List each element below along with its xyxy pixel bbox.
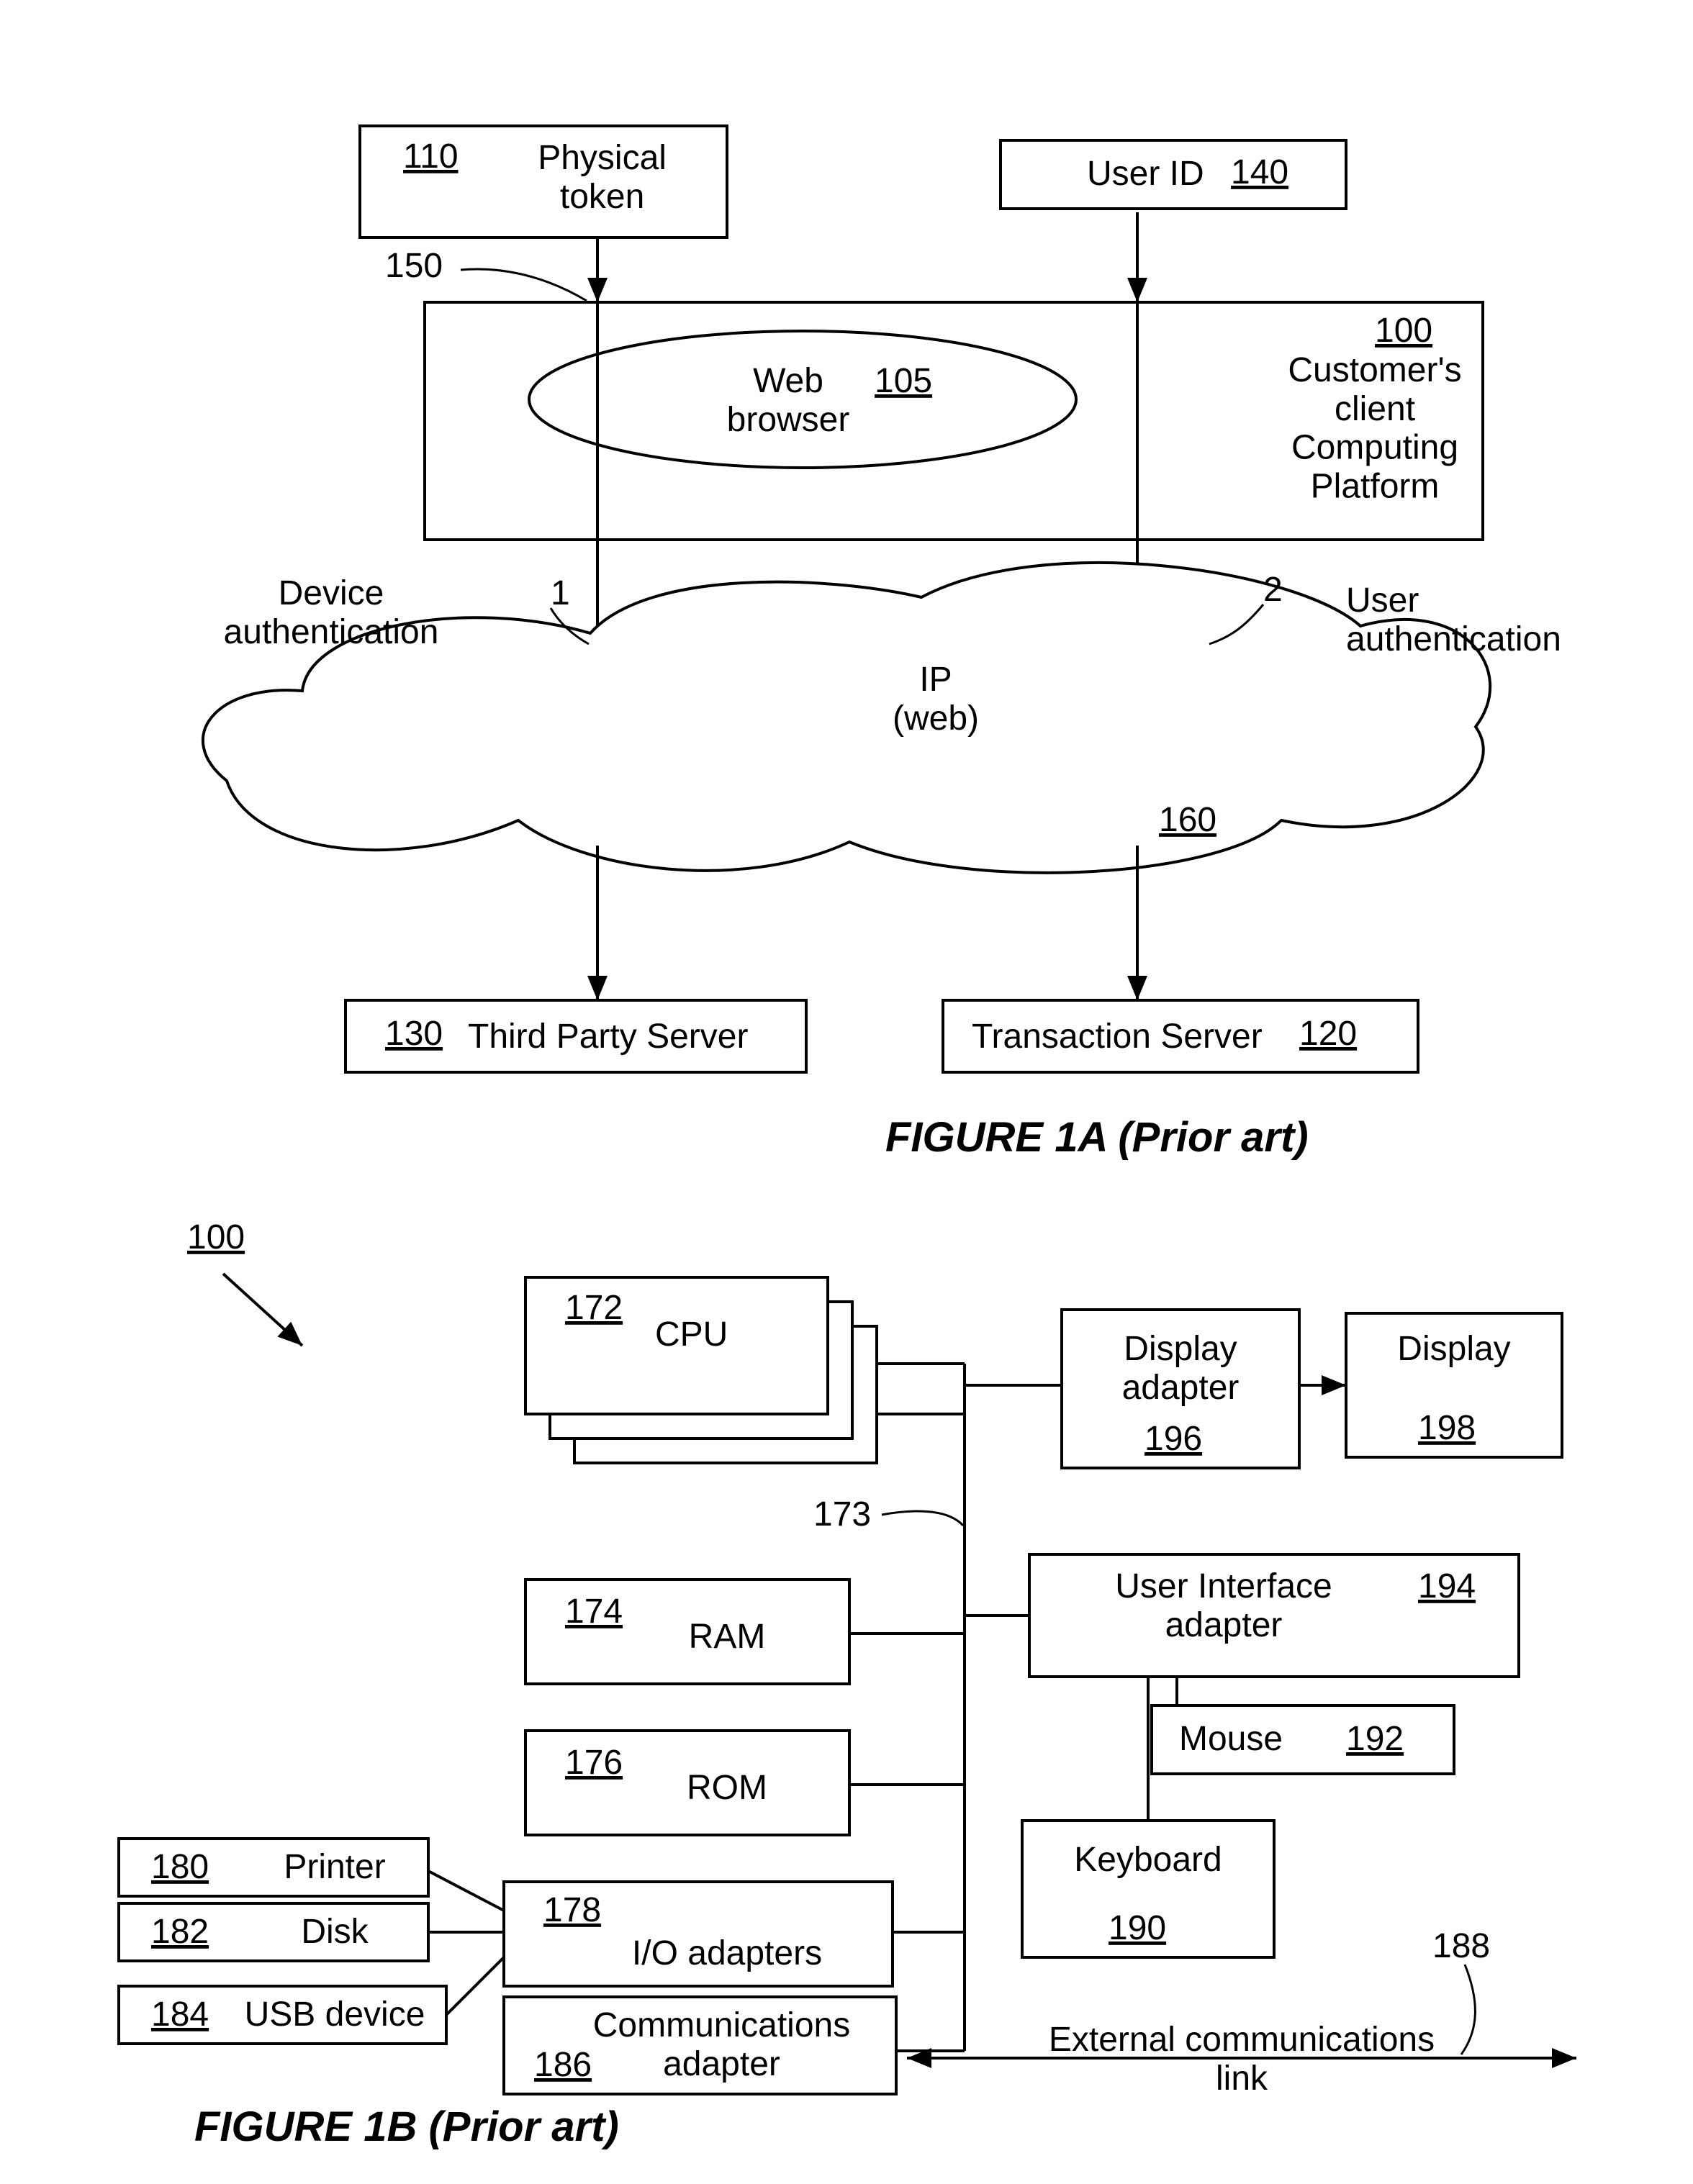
cpu-label: CPU [655,1315,728,1354]
txn-server-label: Transaction Server [972,1018,1263,1056]
ram-label: RAM [689,1618,766,1656]
display_adapter-label: Displayadapter [1122,1330,1240,1407]
leader-150-ref: 150 [385,247,443,285]
ip-cloud-ref: 160 [1159,801,1216,839]
arrowhead [587,278,608,302]
third-party-label: Third Party Server [468,1018,748,1056]
keyboard-label: Keyboard [1074,1841,1222,1879]
disk-ref: 182 [151,1913,209,1951]
fig1b-ref-100: 100 [187,1218,245,1256]
device-auth-ref: 1 [551,574,570,612]
third-party-ref: 130 [385,1015,443,1053]
usb-ref: 184 [151,1995,209,2034]
ext-comm-ref-188: 188 [1432,1927,1490,1965]
physical-token-ref: 110 [403,137,459,176]
ram-ref: 174 [565,1592,623,1631]
printer-ref: 180 [151,1848,209,1886]
user-id-ref: 140 [1231,153,1288,191]
rom-label: ROM [687,1769,767,1807]
ext-comm-leader [1461,1965,1475,2054]
display-ref: 198 [1418,1409,1476,1447]
disk-label: Disk [301,1913,369,1951]
arrowhead [1322,1375,1346,1395]
arrowhead [1552,2048,1576,2068]
bus-leader-173 [882,1511,963,1526]
ip-cloud [203,563,1490,873]
mouse-ref: 192 [1346,1720,1404,1758]
comm-ref: 186 [534,2046,592,2084]
txn-server-ref: 120 [1299,1015,1357,1053]
usb-label: USB device [245,1995,425,2034]
cpu-ref: 172 [565,1289,623,1327]
display-label: Display [1397,1330,1510,1368]
keyboard-ref: 190 [1109,1909,1166,1947]
fig1b-caption: FIGURE 1B (Prior art) [194,2103,619,2150]
conn-3 [428,1871,504,1911]
fig1a-caption: FIGURE 1A (Prior art) [885,1114,1309,1161]
device-auth-label: Deviceauthentication [224,574,439,651]
web-browser-ref: 105 [875,362,932,400]
client-platform-ref: 100 [1375,312,1432,350]
display_adapter-ref: 196 [1145,1420,1202,1458]
ui_adapter-ref: 194 [1418,1567,1476,1605]
printer-label: Printer [284,1848,385,1886]
bus-ref-173: 173 [813,1495,871,1533]
leader-150 [461,269,587,301]
mouse-label: Mouse [1179,1720,1283,1758]
user-id-label: User ID [1087,155,1204,193]
user-auth-ref: 2 [1263,571,1283,609]
io-ref: 178 [543,1891,601,1929]
io-label: I/O adapters [632,1934,822,1972]
user-auth-label: Userauthentication [1346,581,1561,658]
conn-5 [446,1957,504,2015]
client-platform-label: Customer'sclientComputingPlatform [1288,351,1461,505]
rom-ref: 176 [565,1744,623,1782]
arrowhead [1127,278,1147,302]
